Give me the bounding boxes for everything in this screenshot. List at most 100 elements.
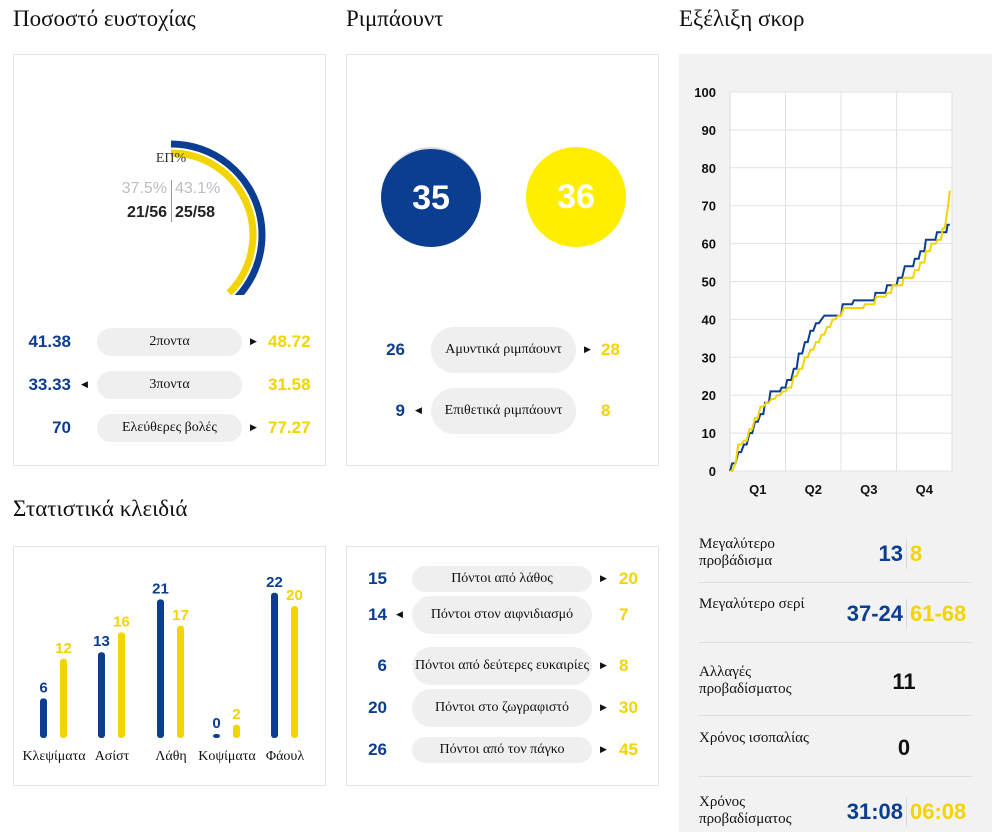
x-tick-label: Q2 <box>805 482 822 497</box>
score-summary-label: Χρόνος προβαδίσματος <box>699 794 792 827</box>
score-summary-row: Χρόνος ισοπαλίας 0 <box>679 720 992 777</box>
score-summary-row: Μεγαλύτερο προβάδισμα 13 8 <box>679 526 992 583</box>
score-summary-separator <box>906 599 907 629</box>
bar <box>40 698 47 738</box>
arrow-right-icon: ▶ <box>600 660 607 670</box>
bar-value-label: 0 <box>212 715 220 732</box>
bar <box>291 606 298 738</box>
bar <box>271 592 278 738</box>
x-tick-label: Q4 <box>916 482 934 497</box>
score-summary-divider <box>699 776 972 777</box>
rebounds-title: Ριμπάουντ <box>346 6 444 31</box>
fg-label: ΕΠ% <box>155 151 187 166</box>
arrow-right-icon: ▶ <box>600 573 607 583</box>
score-summary-value: 11 <box>892 669 916 694</box>
arrow-left-icon: ◀ <box>81 379 88 389</box>
score-summary-away-value: 06:08 <box>910 799 967 824</box>
stat-row: 15 Πόντοι από λάθος ▶ 20 <box>347 566 660 592</box>
score-summary-divider <box>699 715 972 716</box>
stat-row: 41.38 2ποντα ▶ 48.72 <box>14 328 327 356</box>
score-summary-row: Μεγαλύτερο σερί 37-24 61-68 <box>679 586 992 643</box>
score-summary-home-value: 13 <box>878 541 903 566</box>
key-stats-title: Στατιστικά κλειδιά <box>13 496 188 521</box>
bar-value-label: 22 <box>266 574 283 591</box>
score-summary-away-value: 8 <box>910 541 923 566</box>
bar-value-label: 6 <box>39 679 47 696</box>
stat-away-value: 8 <box>601 401 611 420</box>
y-tick-label: 70 <box>702 199 716 214</box>
bar-value-label: 20 <box>286 587 303 604</box>
rebounds-home-total: 35 <box>381 147 481 247</box>
stat-label-pill: Επιθετικά ριμπάουντ <box>431 388 576 434</box>
bar-value-label: 2 <box>232 706 240 723</box>
stat-away-value: 48.72 <box>268 332 311 351</box>
stat-row: 70 Ελεύθερες βολές ▶ 77.27 <box>14 414 327 442</box>
y-tick-label: 20 <box>702 388 716 403</box>
y-tick-label: 100 <box>694 85 716 100</box>
stat-home-value: 41.38 <box>28 332 71 351</box>
stat-home-value: 26 <box>386 340 405 359</box>
fg-home-made: 21/56 <box>126 204 167 221</box>
stat-away-value: 30 <box>619 698 638 717</box>
stat-row: 26 Πόντοι από τον πάγκο ▶ 45 <box>347 737 660 763</box>
fg-away-pct: 43.1% <box>175 180 221 197</box>
bar-category-label: Κλεψίματα <box>22 749 86 764</box>
stat-home-value: 26 <box>368 740 387 759</box>
bar-value-label: 16 <box>113 613 130 630</box>
score-series-line <box>730 190 951 472</box>
rebounds-card: 35 36 26 Αμυντικά ριμπάουντ ▶ 28 9 Επιθετικά … <box>346 54 659 466</box>
score-series-line <box>729 223 950 472</box>
stat-row: 14 Πόντοι στον αιφνιδιασμό ◀ 7 <box>347 596 660 634</box>
bar-category-label: Φάουλ <box>266 749 305 764</box>
stat-away-value: 7 <box>619 605 629 624</box>
y-tick-label: 50 <box>702 275 716 290</box>
arrow-right-icon: ▶ <box>600 702 607 712</box>
bar-value-label: 17 <box>172 607 189 624</box>
stat-label-pill: Πόντοι από τον πάγκο <box>412 737 592 763</box>
score-summary-home-value: 37-24 <box>846 601 903 626</box>
score-summary-label: Αλλαγές προβαδίσματος <box>699 664 792 697</box>
y-tick-label: 30 <box>702 350 716 365</box>
y-tick-label: 40 <box>702 312 716 327</box>
bar-value-label: 12 <box>55 640 72 657</box>
stat-row: 33.33 3ποντα ◀ 31.58 <box>14 371 327 399</box>
bar-category-label: Ασίστ <box>95 749 130 764</box>
score-panel: 0 10 20 30 40 50 60 70 80 90 100 Q1 Q2 Q3 Q4 Μεγαλύτερ… <box>679 54 992 832</box>
rebounds-away-total: 36 <box>526 147 626 247</box>
stat-away-value: 31.58 <box>268 375 311 394</box>
stat-home-value: 20 <box>368 698 387 717</box>
stat-home-value: 14 <box>368 605 387 624</box>
score-summary-value: 0 <box>897 735 911 760</box>
score-summary-away-value: 61-68 <box>910 601 967 626</box>
stat-label-pill: 2ποντα <box>97 328 242 356</box>
stat-away-value: 77.27 <box>268 418 311 437</box>
arrow-right-icon: ▶ <box>584 344 591 354</box>
bar <box>98 652 105 738</box>
score-summary-divider <box>699 642 972 643</box>
stat-label-pill: Ελεύθερες βολές <box>97 414 242 442</box>
stat-home-value: 15 <box>368 569 387 588</box>
stat-away-value: 20 <box>619 569 638 588</box>
stat-label-pill: 3ποντα <box>97 371 242 399</box>
arrow-right-icon: ▶ <box>600 744 607 754</box>
score-title: Εξέλιξη σκορ <box>679 6 805 31</box>
shooting-title: Ποσοστό ευστοχίας <box>13 6 196 31</box>
score-summary-separator <box>906 539 907 569</box>
bar <box>213 734 220 738</box>
key-stats-card: 6 12 Κλεψίματα 13 16 Ασίστ 21 17 Λάθη 0 2 Κοψίματα 2… <box>13 546 326 786</box>
x-tick-label: Q3 <box>860 482 877 497</box>
stat-row: 6 Πόντοι από δεύτερες ευκαιρίες ▶ 8 <box>347 647 660 685</box>
stat-home-value: 33.33 <box>28 375 71 394</box>
bar <box>118 632 125 738</box>
stat-home-value: 9 <box>395 401 405 420</box>
y-tick-label: 90 <box>702 123 716 138</box>
arrow-right-icon: ▶ <box>250 422 257 432</box>
stat-row: 9 Επιθετικά ριμπάουντ ◀ 8 <box>347 388 660 434</box>
score-summary-divider <box>699 582 972 583</box>
score-summary-label: Μεγαλύτερο σερί <box>699 596 805 612</box>
score-summary-separator <box>906 797 907 827</box>
fg-arc-away <box>170 149 257 295</box>
stat-label-pill: Πόντοι στον αιφνιδιασμό <box>412 596 592 634</box>
score-summary-row: Χρόνος προβαδίσματος 31:08 06:08 <box>679 779 992 832</box>
